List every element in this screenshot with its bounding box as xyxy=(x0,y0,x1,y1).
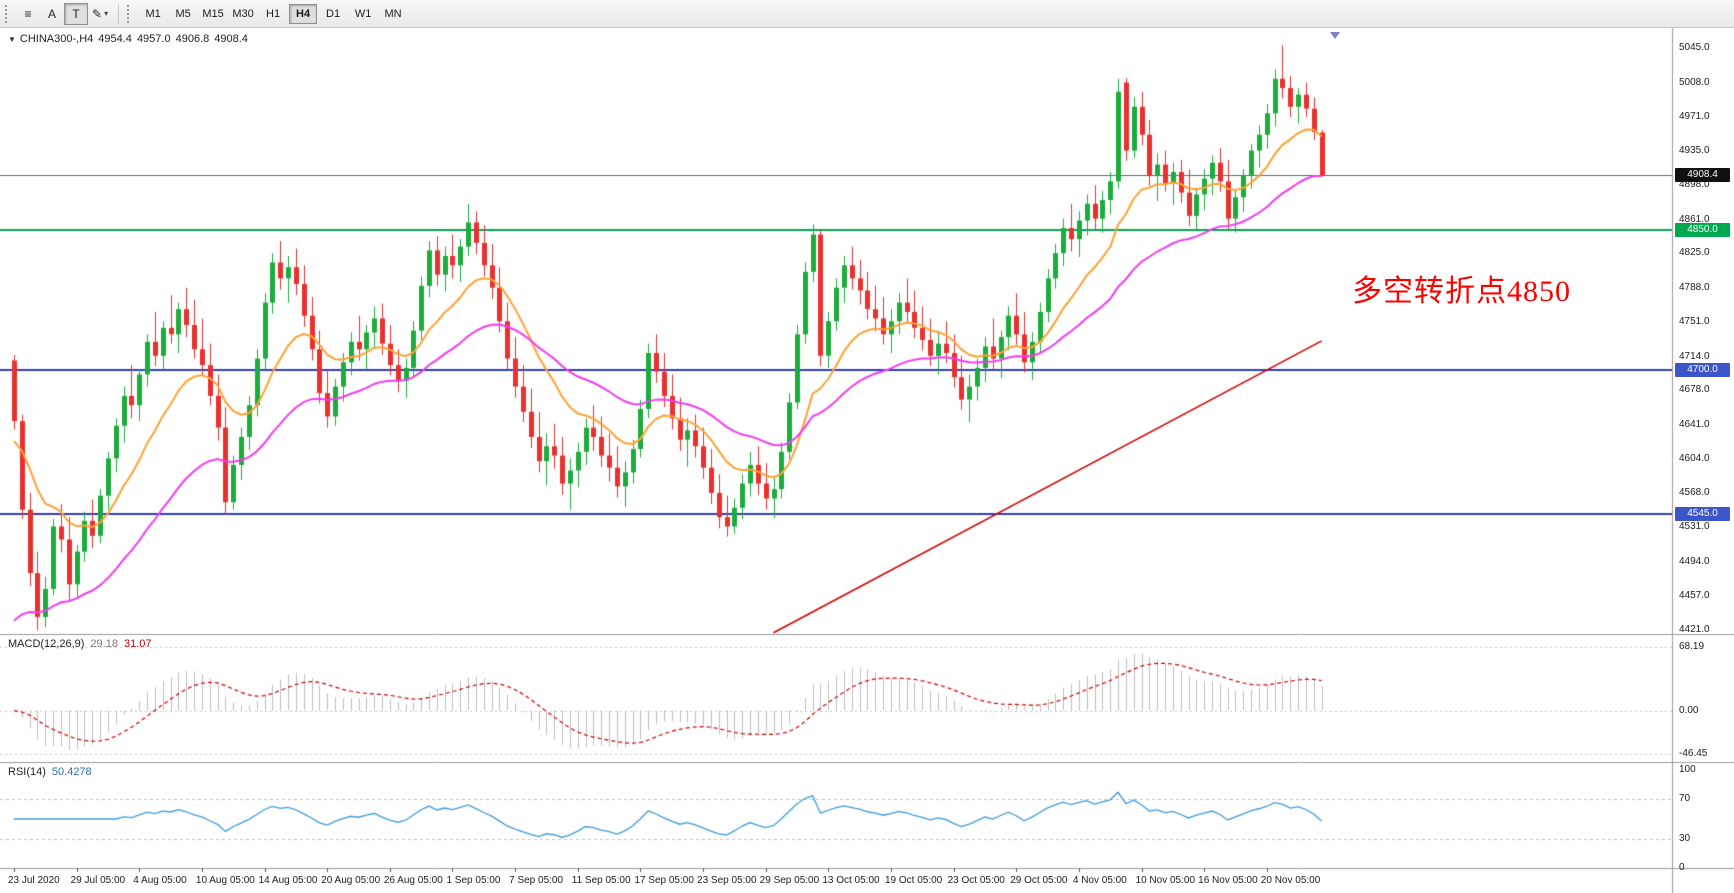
price-axis-label: 4714.0 xyxy=(1679,350,1710,362)
macd-main-value: 29.18 xyxy=(90,638,118,650)
price-axis-label: 4898.0 xyxy=(1679,179,1710,191)
price-axis-label: 4861.0 xyxy=(1679,213,1710,225)
time-axis-label: 20 Aug 05:00 xyxy=(321,875,381,886)
price-axis-label: 4971.0 xyxy=(1679,111,1710,123)
close-value: 4908.4 xyxy=(214,33,248,45)
time-axis-label: 4 Aug 05:00 xyxy=(133,875,187,886)
chart-canvas[interactable] xyxy=(0,28,1734,893)
rsi-value: 50.4278 xyxy=(51,766,92,778)
time-axis[interactable]: 23 Jul 2020 29 Jul 05:00 4 Aug 05:00 10 Aug… xyxy=(0,868,1672,893)
price-axis-label: 4641.0 xyxy=(1679,418,1710,430)
dropdown-caret-icon: ▾ xyxy=(104,9,109,18)
price-axis-label: 4788.0 xyxy=(1679,281,1710,293)
chart-title: ▼ CHINA300-,H4 4954.4 4957.0 4906.8 4908.4 xyxy=(8,33,253,45)
price-axis-label: 4604.0 xyxy=(1679,453,1710,465)
macd-signal-value: 31.07 xyxy=(123,638,152,650)
time-axis-label: 17 Sep 05:00 xyxy=(634,875,694,886)
time-axis-label: 29 Oct 05:00 xyxy=(1010,875,1068,886)
price-line-label[interactable]: 4545.0 xyxy=(1675,507,1730,522)
template-tool-button[interactable]: T xyxy=(64,2,88,25)
price-axis-label: 4751.0 xyxy=(1679,316,1710,328)
open-value: 4954.4 xyxy=(98,33,132,45)
symbol-period-label: CHINA300-,H4 xyxy=(19,33,94,45)
price-axis-label: 5008.0 xyxy=(1679,76,1710,88)
timeframe-button-m15[interactable]: M15 xyxy=(199,4,227,24)
time-axis-label: 19 Oct 05:00 xyxy=(884,875,943,886)
time-axis-label: 11 Sep 05:00 xyxy=(571,875,631,886)
rsi-axis-label: 70 xyxy=(1679,793,1691,805)
toolbar-grip[interactable] xyxy=(127,4,132,23)
macd-axis-label: -46.45 xyxy=(1679,748,1708,759)
time-axis-label: 14 Aug 05:00 xyxy=(258,875,318,886)
chart-shift-marker-icon[interactable] xyxy=(1330,32,1340,39)
macd-pane-title: MACD(12,26,9) 29.18 31.07 xyxy=(8,638,157,650)
timeframe-button-mn[interactable]: MN xyxy=(379,4,407,24)
time-axis-label: 7 Sep 05:00 xyxy=(509,875,564,886)
timeframe-toolbar: M1 M5 M15 M30 H1 H4 D1 W1 MN xyxy=(138,3,408,24)
price-line-label[interactable]: 4908.4 xyxy=(1675,168,1730,183)
timeframe-button-h4[interactable]: H4 xyxy=(289,3,318,24)
time-axis-label: 10 Nov 05:00 xyxy=(1135,875,1196,886)
rsi-axis-label: 100 xyxy=(1679,764,1696,775)
symbol-dropdown-icon: ▼ xyxy=(8,35,16,44)
time-axis-label: 23 Oct 05:00 xyxy=(947,875,1005,886)
time-axis-label: 23 Jul 2020 xyxy=(8,875,60,886)
timeframe-button-d1[interactable]: D1 xyxy=(319,4,347,24)
timeframe-button-h1[interactable]: H1 xyxy=(259,4,287,24)
time-axis-label: 23 Sep 05:00 xyxy=(697,875,757,886)
price-axis-label: 4494.0 xyxy=(1679,555,1710,567)
low-value: 4906.8 xyxy=(175,33,210,45)
time-axis-label: 20 Nov 05:00 xyxy=(1260,875,1321,886)
timeframe-button-m30[interactable]: M30 xyxy=(229,4,257,24)
draw-tool-button[interactable]: ✎ ▾ xyxy=(88,3,112,25)
price-axis-label: 4531.0 xyxy=(1679,521,1710,533)
timeframe-button-m1[interactable]: M1 xyxy=(139,4,167,24)
macd-axis-label: 0.00 xyxy=(1679,704,1699,716)
price-scale[interactable]: 5045.0 5008.0 4971.0 4935.0 4898.0 4861.0 4825… xyxy=(1672,28,1734,873)
chart-annotation-text: 多空转折点4850 xyxy=(1352,275,1571,308)
toolbar-separator xyxy=(118,3,120,24)
chart-list-tool-button[interactable]: ≡ xyxy=(16,3,40,25)
template-icon: T xyxy=(72,6,80,21)
price-line-label[interactable]: 4700.0 xyxy=(1675,362,1730,377)
time-axis-label: 13 Oct 05:00 xyxy=(822,875,880,886)
timeframe-button-w1[interactable]: W1 xyxy=(349,4,377,24)
price-axis-label: 4825.0 xyxy=(1679,247,1710,259)
time-axis-label: 10 Aug 05:00 xyxy=(195,875,255,886)
draw-icon: ✎ xyxy=(92,6,103,21)
time-axis-label: 4 Nov 05:00 xyxy=(1072,875,1127,886)
chart-window: ▼ CHINA300-,H4 4954.4 4957.0 4906.8 4908.4 MA… xyxy=(0,28,1734,893)
price-axis-label: 4568.0 xyxy=(1679,486,1710,498)
high-value: 4957.0 xyxy=(136,33,171,45)
tools-group: ≡ A T ✎ ▾ xyxy=(16,2,112,25)
time-axis-label: 1 Sep 05:00 xyxy=(446,875,501,886)
time-axis-label: 29 Sep 05:00 xyxy=(759,875,820,886)
price-axis-label: 4421.0 xyxy=(1679,624,1710,635)
macd-axis-label: 68.19 xyxy=(1679,641,1705,652)
macd-indicator-name: MACD(12,26,9) xyxy=(8,638,85,650)
rsi-indicator-name: RSI(14) xyxy=(8,766,46,778)
price-axis-label: 4935.0 xyxy=(1679,144,1710,156)
price-axis-label: 4678.0 xyxy=(1679,384,1710,396)
price-axis-label: 5045.0 xyxy=(1679,42,1710,53)
rsi-pane-title: RSI(14) 50.4278 xyxy=(8,766,98,778)
time-axis-label: 26 Aug 05:00 xyxy=(383,875,443,886)
price-line-label[interactable]: 4850.0 xyxy=(1675,222,1730,237)
price-axis-label: 4457.0 xyxy=(1679,590,1710,602)
rsi-axis-label: 0 xyxy=(1679,862,1685,873)
chart-list-icon: ≡ xyxy=(24,6,32,21)
toolbar: ≡ A T ✎ ▾ M1 M5 M15 M30 H1 H4 D1 W1 MN xyxy=(0,0,1734,28)
text-label-icon: A xyxy=(47,6,56,21)
time-axis-label: 29 Jul 05:00 xyxy=(70,875,126,886)
timeframe-button-m5[interactable]: M5 xyxy=(169,4,197,24)
text-label-tool-button[interactable]: A xyxy=(40,3,64,25)
time-axis-label: 16 Nov 05:00 xyxy=(1198,875,1258,886)
rsi-axis-label: 30 xyxy=(1679,832,1691,844)
toolbar-grip[interactable] xyxy=(5,4,10,23)
